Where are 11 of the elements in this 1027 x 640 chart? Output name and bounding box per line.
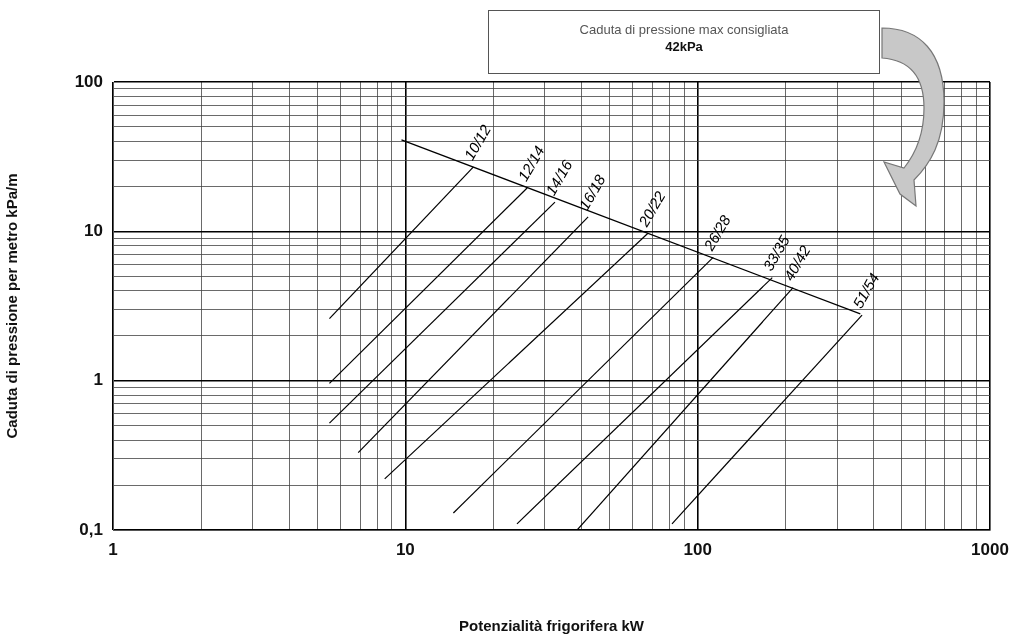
y-tick-label: 0,1 — [79, 519, 103, 539]
y-tick-label: 1 — [93, 370, 103, 390]
text: Caduta di pressione max consigliata 42kPa — [488, 10, 880, 74]
x-tick-label: 100 — [683, 539, 712, 559]
x-tick-label: 10 — [395, 539, 415, 559]
y-tick-label: 100 — [74, 71, 103, 91]
x-axis-title: Potenzialità frigorifera kW — [458, 617, 645, 635]
x-tick-label: 1000 — [971, 539, 1009, 559]
x-tick-label: 1 — [108, 539, 118, 559]
y-tick-label: 10 — [84, 221, 103, 241]
y-axis-title: Caduta di pressione per metro kPa/m — [3, 173, 21, 439]
